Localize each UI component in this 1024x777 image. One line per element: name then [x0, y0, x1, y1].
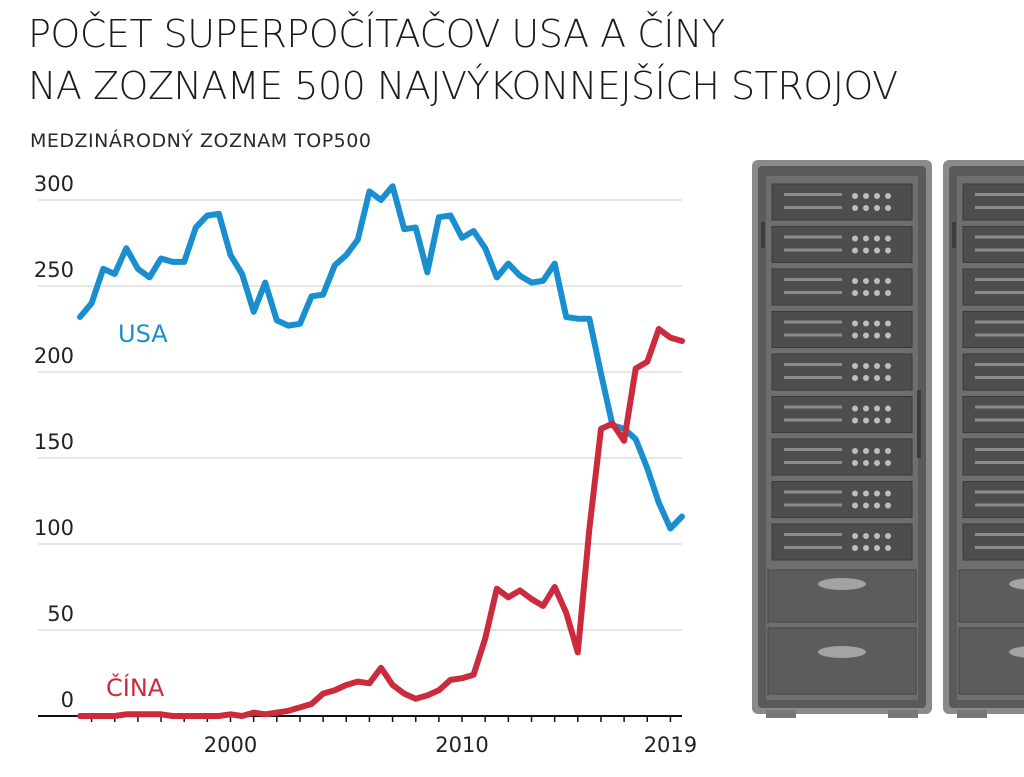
y-tick-label: 100	[34, 516, 74, 540]
y-tick-label: 200	[34, 344, 74, 368]
series-labels: USA ČÍNA	[106, 320, 168, 702]
y-tick-label: 250	[34, 258, 74, 282]
chart-title-line-2: NA ZOZNAME 500 NAJVÝKONNEJŠÍCH STROJOV	[28, 64, 898, 108]
y-axis-ticks: 0 50 100 150 200 250 300	[34, 172, 74, 712]
chart-title: POČET SUPERPOČÍTAČOV USA A ČÍNY NA ZOZNA…	[28, 8, 1008, 112]
y-tick-label: 50	[47, 602, 74, 626]
x-axis-ticks: 2000 2010 2019	[90, 716, 697, 757]
x-tick-label: 2019	[644, 733, 697, 757]
server-rack	[752, 160, 932, 718]
x-tick-label: 2010	[435, 733, 488, 757]
series-line-usa	[77, 183, 685, 532]
x-tick-label: 2000	[204, 733, 257, 757]
series-line-china	[77, 326, 685, 719]
series-label-usa: USA	[118, 320, 168, 348]
y-tick-label: 0	[61, 688, 74, 712]
chart-subtitle: MEDZINÁRODNÝ ZOZNAM TOP500	[30, 130, 372, 152]
series-label-china: ČÍNA	[106, 672, 165, 702]
server-rack	[943, 160, 1024, 718]
server-racks-illustration	[752, 160, 1024, 718]
chart-title-line-1: POČET SUPERPOČÍTAČOV USA A ČÍNY	[28, 12, 725, 56]
series-lines	[77, 183, 685, 719]
y-tick-label: 150	[34, 430, 74, 454]
y-tick-label: 300	[34, 172, 74, 196]
grid-lines	[38, 199, 682, 717]
